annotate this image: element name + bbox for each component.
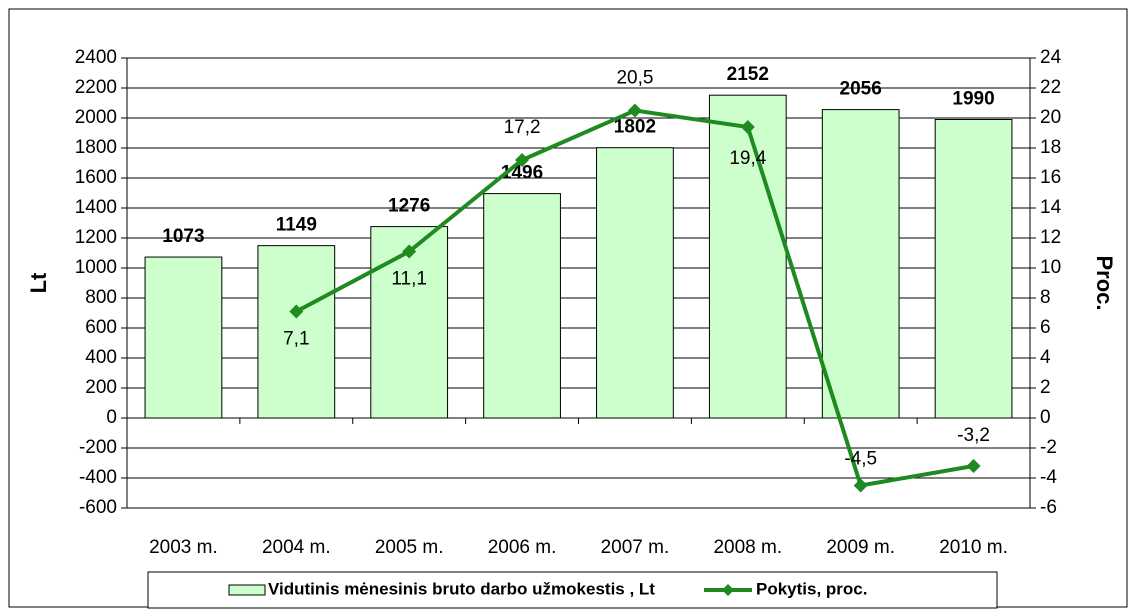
line-marker	[515, 153, 530, 167]
bar-value-label: 2152	[727, 64, 769, 85]
bar-value-label: 2056	[840, 79, 882, 100]
y2-tick-label: 22	[1040, 77, 1061, 98]
legend-swatch	[722, 584, 734, 596]
y2-tick-label: 2	[1040, 377, 1051, 398]
x-tick-label: 2007 m.	[601, 537, 670, 558]
bar	[257, 245, 336, 419]
x-tick-label: 2010 m.	[939, 537, 1008, 558]
bar	[708, 94, 787, 419]
y-tick-label: 1200	[75, 227, 117, 248]
bar	[596, 147, 674, 419]
y-tick-label: 1600	[75, 167, 117, 188]
y2-axis-label: Proc.	[1092, 255, 1117, 310]
legend-label: Vidutinis mėnesinis bruto darbo užmokest…	[268, 579, 655, 598]
bar-value-label: 1802	[614, 117, 656, 138]
bar	[483, 193, 561, 419]
y-tick-label: 1000	[75, 257, 117, 278]
y-tick-label: -400	[79, 467, 117, 488]
y2-tick-label: 24	[1040, 47, 1062, 68]
y-tick-label: 2000	[75, 107, 117, 128]
y2-tick-label: -2	[1040, 437, 1057, 458]
bar	[934, 119, 1013, 419]
bar	[821, 109, 900, 419]
line-marker	[853, 478, 868, 493]
y-tick-label: 800	[85, 287, 117, 308]
line-value-label: -4,5	[844, 449, 877, 470]
y2-tick-label: 16	[1040, 167, 1061, 188]
y-tick-label: 600	[85, 317, 117, 338]
y-tick-label: 0	[106, 407, 117, 428]
bar-value-label: 1276	[388, 196, 430, 217]
line-value-label: 17,2	[504, 117, 541, 138]
y2-tick-label: 8	[1040, 287, 1051, 308]
y-tick-label: 1800	[75, 137, 117, 158]
legend-swatch	[228, 584, 266, 596]
y-axis-label: Lt	[26, 272, 51, 293]
y2-tick-label: 18	[1040, 137, 1061, 158]
y-tick-label: -200	[79, 437, 117, 458]
line-value-label: 19,4	[729, 148, 766, 169]
y2-tick-label: 12	[1040, 227, 1061, 248]
y2-tick-label: 4	[1040, 347, 1051, 368]
bar-value-label: 1073	[162, 226, 204, 247]
x-tick-label: 2006 m.	[488, 537, 557, 558]
y2-tick-label: 10	[1040, 257, 1061, 278]
line-value-label: 11,1	[391, 269, 427, 290]
x-tick-label: 2009 m.	[826, 537, 895, 558]
y2-tick-label: 0	[1040, 407, 1051, 428]
line-value-label: 7,1	[283, 329, 309, 350]
line-value-label: 20,5	[616, 68, 653, 89]
x-tick-label: 2008 m.	[713, 537, 782, 558]
y2-tick-label: 6	[1040, 317, 1051, 338]
line-marker	[627, 103, 642, 118]
bar-value-label: 1149	[276, 215, 317, 236]
y-tick-label: 2200	[75, 77, 117, 98]
y-tick-label: 400	[85, 347, 117, 368]
y-tick-label: 200	[85, 377, 117, 398]
y2-tick-label: 14	[1040, 197, 1062, 218]
line-marker	[966, 459, 981, 473]
y-tick-label: -600	[79, 497, 117, 518]
legend-label: Pokytis, proc.	[756, 579, 867, 598]
line-value-label: -3,2	[957, 425, 990, 446]
bar-value-label: 1990	[952, 89, 994, 110]
line-marker	[740, 120, 755, 134]
y2-tick-label: -6	[1040, 497, 1057, 518]
y2-tick-label: -4	[1040, 467, 1057, 488]
x-tick-label: 2003 m.	[149, 537, 218, 558]
y-tick-label: 1400	[75, 197, 117, 218]
line-marker	[289, 304, 304, 319]
bar	[144, 256, 223, 419]
x-tick-label: 2004 m.	[262, 537, 331, 558]
line-marker	[402, 244, 417, 259]
y2-tick-label: 20	[1040, 107, 1061, 128]
legend	[147, 571, 998, 609]
x-tick-label: 2005 m.	[375, 537, 444, 558]
y-tick-label: 2400	[75, 47, 117, 68]
